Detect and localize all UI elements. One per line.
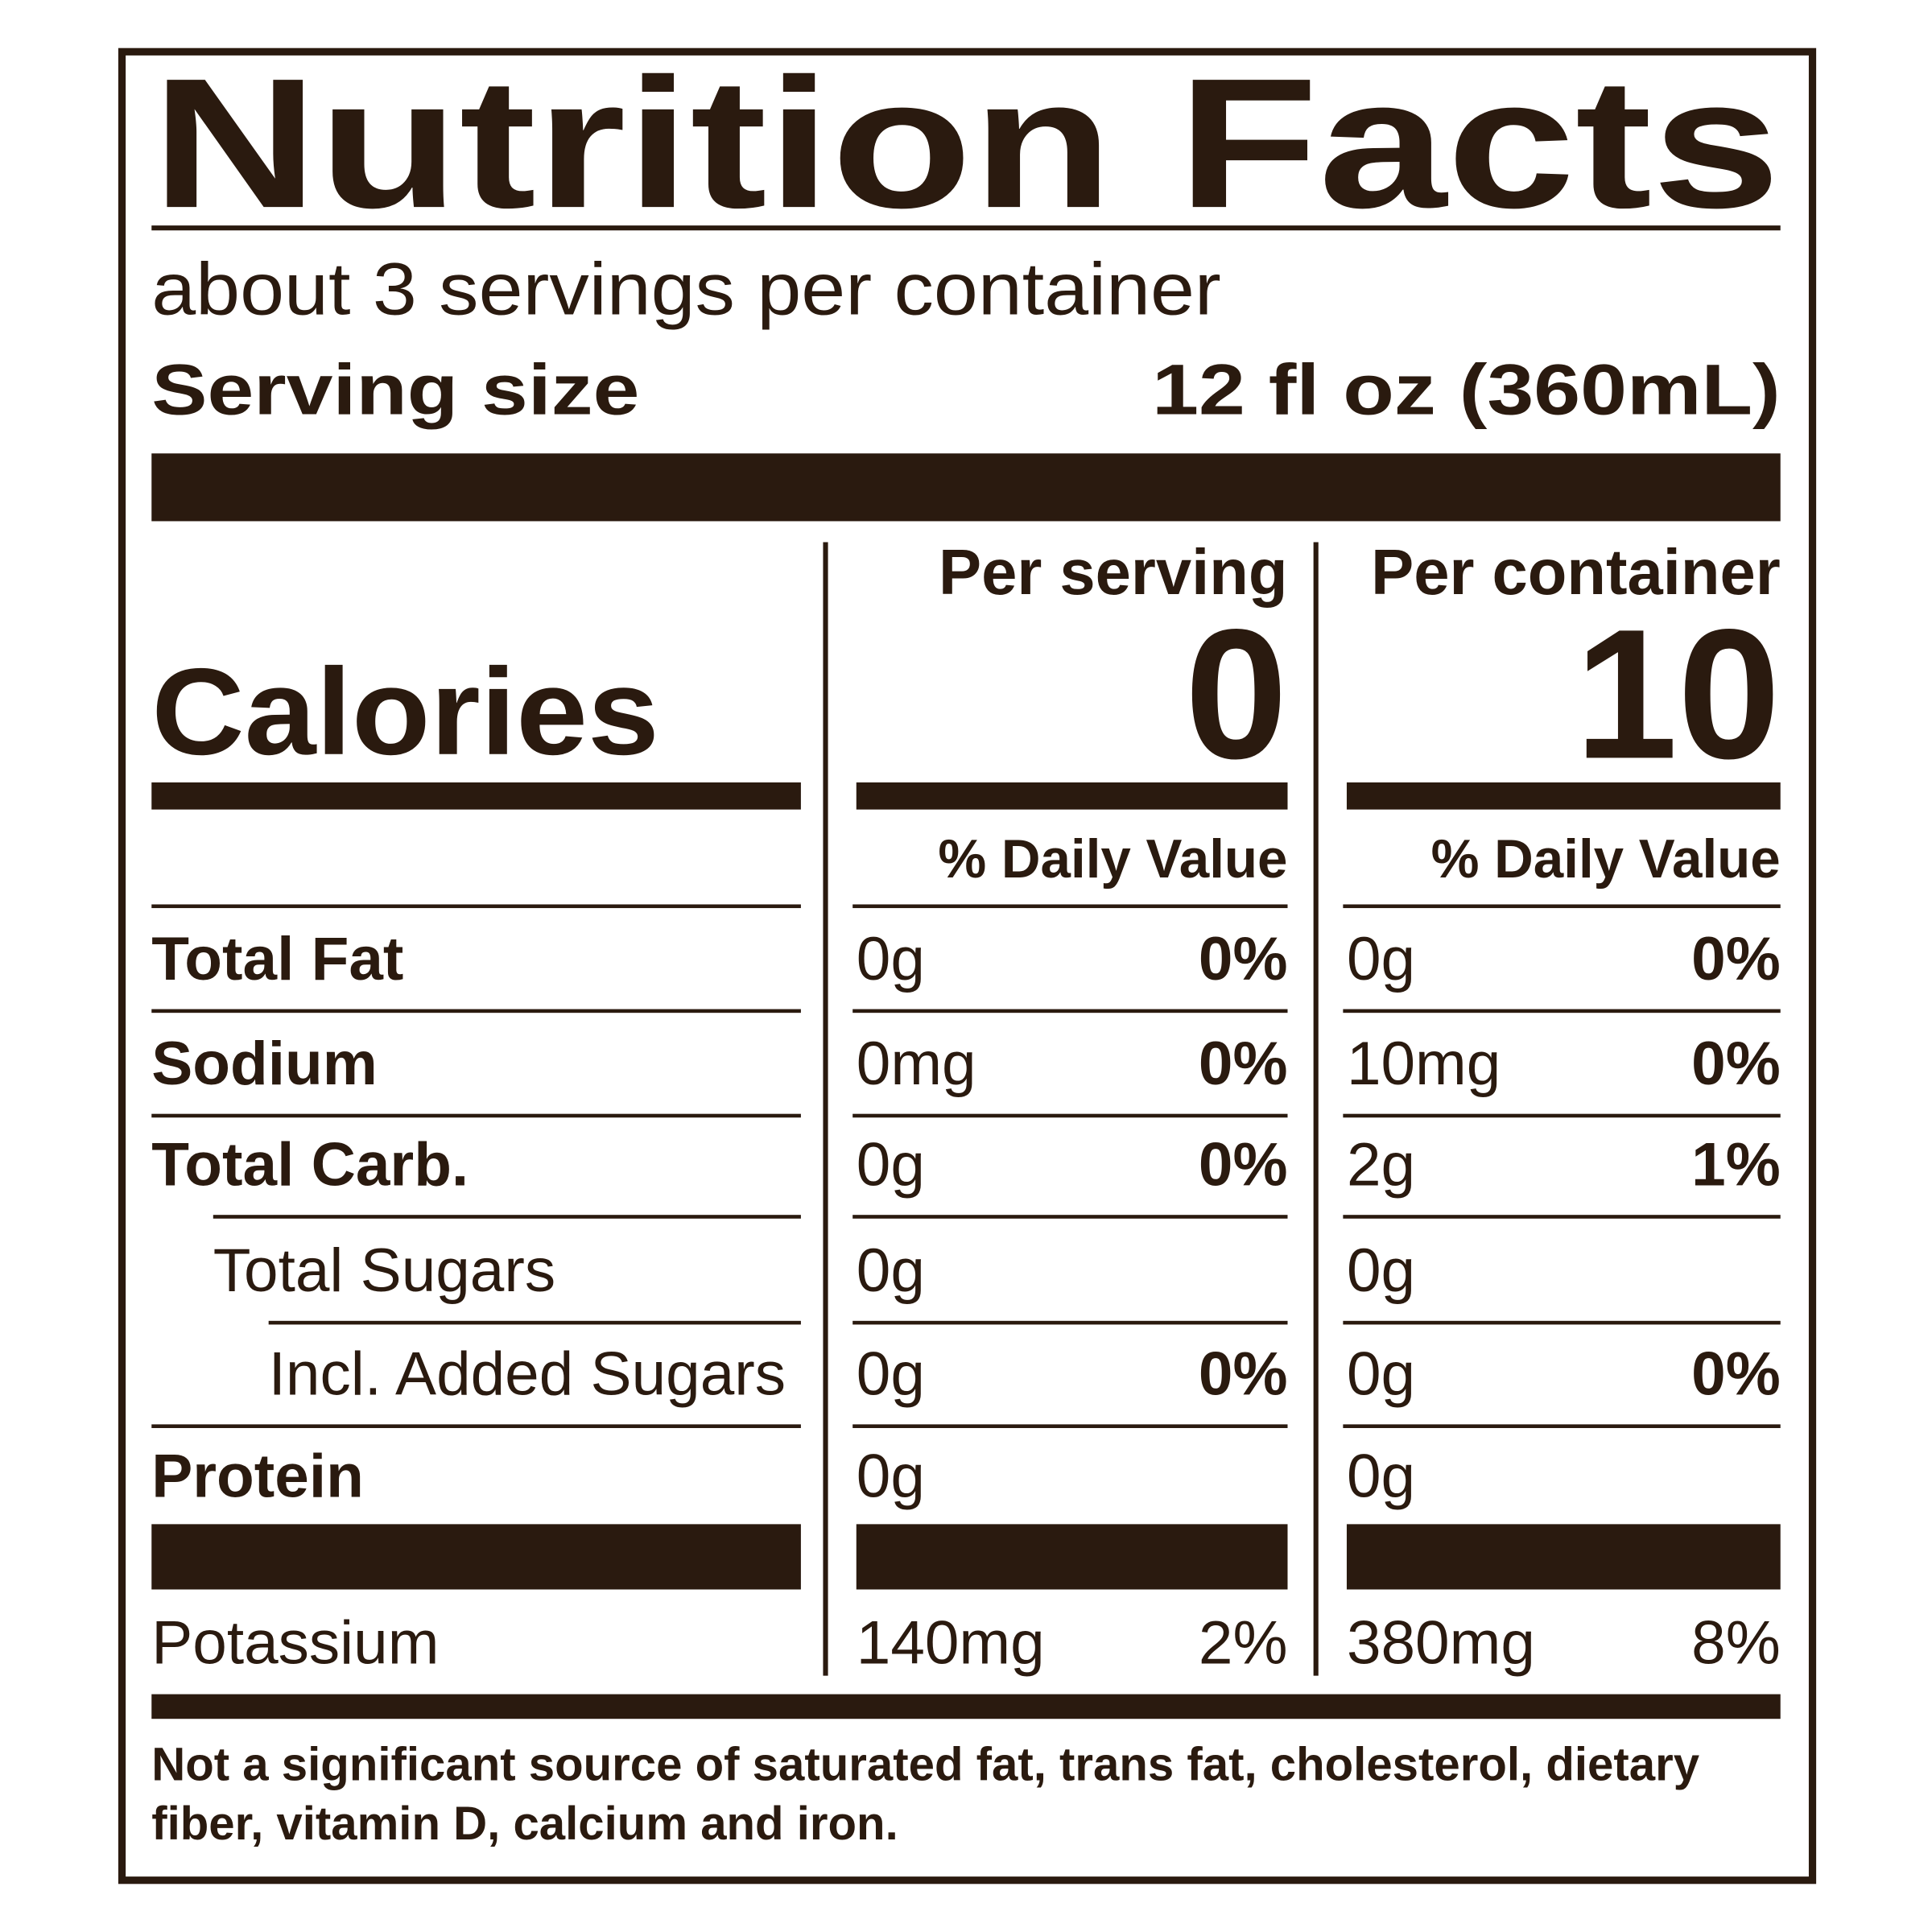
nutrient-amount: 0g [857, 925, 925, 993]
rule [151, 1424, 801, 1428]
nutrient-dv: 8% [1691, 1608, 1781, 1677]
nutrient-amount: 2g [1347, 1130, 1415, 1199]
nutrient-amount: 0g [1347, 1443, 1415, 1511]
nutrient-amount: 380mg [1347, 1608, 1535, 1677]
nutrient-dv: 0% [1199, 1340, 1288, 1409]
column-header: Per container [1371, 536, 1781, 608]
dv-header: % Daily Value [938, 829, 1287, 890]
nutrient-amount: 0g [857, 1236, 925, 1305]
rule [268, 1320, 801, 1325]
nutrient-amount: 0mg [857, 1030, 976, 1098]
nutrient-name: Potassium [151, 1608, 439, 1677]
nutrient-amount: 0g [1347, 925, 1415, 993]
thick-rule [151, 782, 801, 810]
rule [852, 1424, 1288, 1428]
nutrient-dv: 0% [1691, 925, 1781, 993]
nutrient-amount: 0g [1347, 1340, 1415, 1409]
nutrient-dv: 0% [1199, 1030, 1288, 1098]
nutrient-dv: 0% [1199, 1130, 1288, 1199]
rule [151, 1009, 801, 1013]
rule [1343, 1009, 1781, 1013]
nutrient-amount: 0g [857, 1443, 925, 1511]
rule [151, 904, 801, 909]
thick-rule [856, 1524, 1288, 1590]
rule [1343, 1320, 1781, 1325]
rule [852, 904, 1288, 909]
column-header: Per serving [939, 536, 1287, 608]
thick-rule [151, 1524, 801, 1590]
dv-header: % Daily Value [1431, 829, 1781, 890]
rule [151, 1113, 801, 1118]
nutrient-dv: 2% [1199, 1608, 1288, 1677]
nutrient-amount: 0g [857, 1130, 925, 1199]
nutrient-name: Total Carb. [151, 1130, 469, 1199]
thick-rule [1346, 1524, 1781, 1590]
nutrient-name: Protein [151, 1443, 364, 1511]
rule [1343, 904, 1781, 909]
nutrient-dv: 1% [1691, 1130, 1781, 1199]
rule [1343, 1424, 1781, 1428]
thick-rule [856, 782, 1288, 810]
rule [1343, 1215, 1781, 1219]
nutrient-name: Sodium [151, 1030, 378, 1098]
calories-value: 10 [1575, 590, 1780, 797]
rule [852, 1009, 1288, 1013]
nutrient-name: Total Fat [151, 925, 403, 993]
serving-size-label: Serving size [151, 349, 639, 429]
nutrient-amount: 10mg [1347, 1030, 1501, 1098]
calories-label: Calories [151, 643, 659, 781]
rule [852, 1320, 1288, 1325]
nutrient-amount: 0g [1347, 1236, 1415, 1305]
nutrient-amount: 0g [857, 1340, 925, 1409]
footnote: fiber, vitamin D, calcium and iron. [151, 1798, 898, 1850]
nutrient-amount: 140mg [857, 1608, 1045, 1677]
nutrient-name: Total Sugars [213, 1236, 555, 1305]
footnote: Not a significant source of saturated fa… [151, 1739, 1699, 1791]
rule [852, 1113, 1288, 1118]
label-border [118, 47, 1817, 1885]
nutrient-dv: 0% [1199, 925, 1288, 993]
rule [151, 225, 1781, 231]
rule [213, 1215, 801, 1219]
rule [852, 1215, 1288, 1219]
rule [1343, 1113, 1781, 1118]
thick-rule [1346, 782, 1781, 810]
serving-size-value: 12 fl oz (360mL) [1152, 349, 1781, 429]
servings-per-container: about 3 servings per container [151, 248, 1221, 330]
thick-rule [151, 1694, 1781, 1719]
nutrient-dv: 0% [1691, 1340, 1781, 1409]
nutrient-name: Incl. Added Sugars [269, 1340, 786, 1409]
calories-value: 0 [1185, 590, 1288, 797]
thick-rule [151, 453, 1781, 522]
nutrient-dv: 0% [1691, 1030, 1781, 1098]
title: Nutrition Facts [151, 39, 1780, 246]
